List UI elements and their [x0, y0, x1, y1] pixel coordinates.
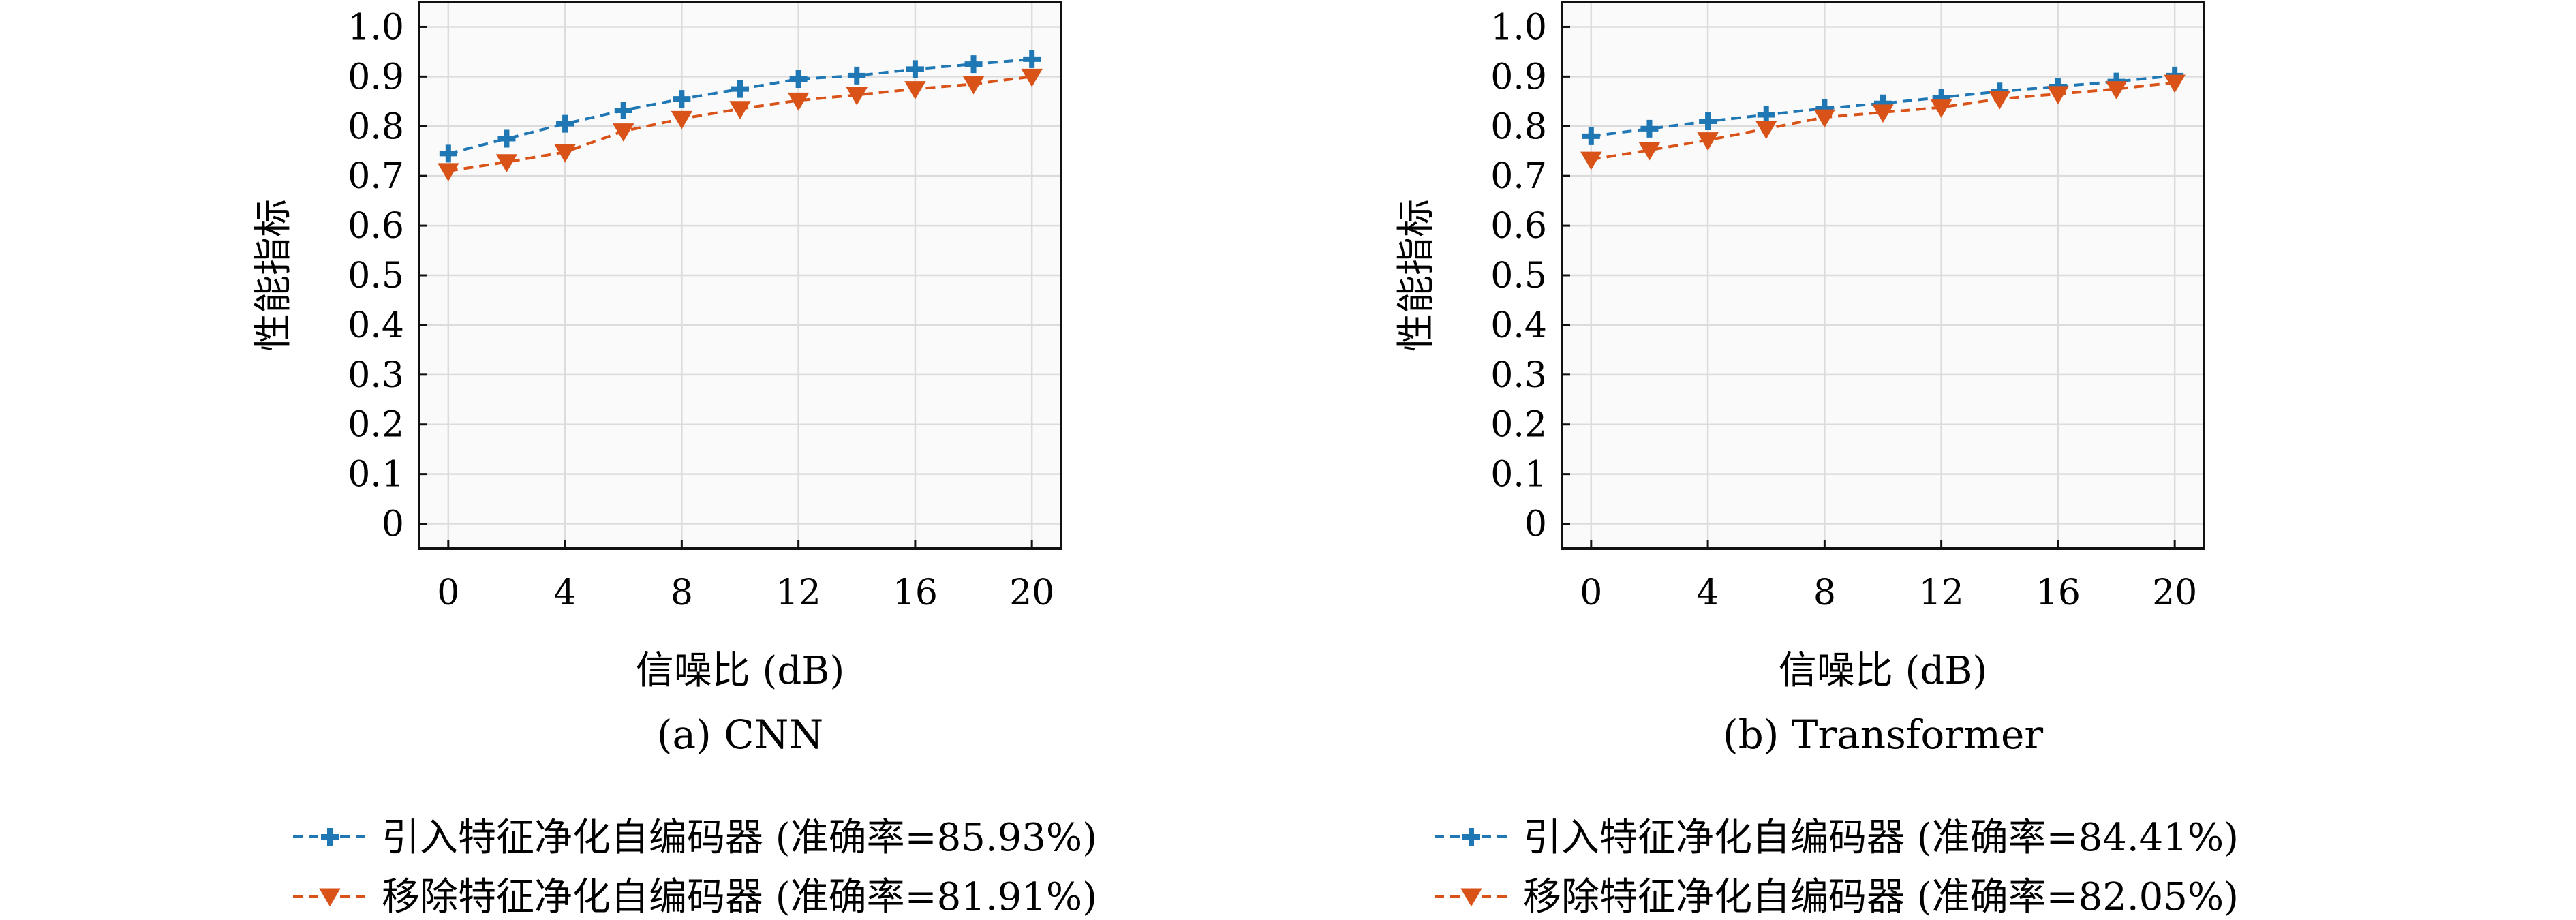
x-tick-label: 0 [437, 572, 459, 613]
data-point [495, 154, 518, 173]
y-tick-label: 0.9 [1490, 57, 1547, 97]
data-point [1813, 109, 1836, 128]
data-point [787, 92, 810, 111]
subfigure-caption: (a) CNN [657, 711, 823, 758]
x-tick-label: 0 [1580, 572, 1602, 613]
data-point [1638, 142, 1661, 161]
legend-label: 移除特征净化自编码器 (准确率=82.05%) [1523, 875, 2239, 919]
x-axis-label: 信噪比 (dB) [636, 649, 845, 693]
data-point [671, 110, 693, 129]
x-tick-label: 20 [2152, 572, 2197, 613]
legend-label: 引入特征净化自编码器 (准确率=84.41%) [1523, 816, 2239, 860]
chart-panel-1: 0 0.1 0.2 0.3 0.4 0.5 0.6 0.7 0.8 0.9 1.0 0 4 8 12 16 20… [251, 1, 1097, 919]
data-point [2047, 86, 2069, 105]
x-tick-label: 16 [893, 572, 938, 613]
series-2 [438, 68, 1043, 182]
x-tick-label: 4 [1697, 572, 1719, 613]
x-tick-label: 4 [554, 572, 577, 613]
legend-marker [1460, 888, 1482, 907]
chart-panel-2: 0 0.1 0.2 0.3 0.4 0.5 0.6 0.7 0.8 0.9 1.0 0 4 8 12 16 20… [1394, 1, 2239, 919]
data-point [438, 163, 459, 182]
data-point [1755, 121, 1777, 140]
y-tick-label: 0.8 [348, 106, 404, 147]
y-tick-label: 0.1 [348, 455, 404, 495]
data-point [962, 76, 985, 95]
data-point [1930, 99, 1952, 118]
y-tick-label: 0.7 [348, 156, 404, 197]
legend-entry-2: 移除特征净化自编码器 (准确率=81.91%) [293, 875, 1097, 919]
series-line [1591, 74, 2175, 138]
y-axis-label: 性能指标 [1394, 199, 1439, 352]
y-tick-label: 0.1 [1490, 455, 1547, 495]
y-tick-label: 0.7 [1490, 156, 1547, 197]
legend-label: 移除特征净化自编码器 (准确率=81.91%) [382, 875, 1097, 919]
y-tick-label: 0.2 [1490, 405, 1547, 446]
y-tick-label: 0.9 [348, 57, 404, 97]
data-point [554, 144, 576, 163]
y-tick-label: 1.0 [348, 7, 404, 48]
data-point [729, 101, 751, 120]
y-tick-label: 0.4 [1490, 305, 1547, 346]
subfigure-caption: (b) Transformer [1723, 711, 2043, 758]
x-tick-label: 16 [2036, 572, 2081, 613]
y-tick-label: 0.5 [1490, 256, 1547, 296]
legend-marker [319, 888, 341, 907]
y-tick-label: 0.6 [1490, 206, 1547, 247]
data-point [846, 87, 868, 106]
data-point [904, 81, 926, 99]
legend-entry-1: 引入特征净化自编码器 (准确率=84.41%) [1435, 816, 2239, 860]
y-tick-label: 0.3 [348, 355, 404, 396]
data-point [1021, 68, 1043, 87]
y-tick-label: 1.0 [1490, 7, 1547, 48]
series-2 [1580, 74, 2186, 170]
legend-entry-2: 移除特征净化自编码器 (准确率=82.05%) [1435, 875, 2239, 919]
legend-entry-1: 引入特征净化自编码器 (准确率=85.93%) [293, 816, 1097, 860]
series-1 [439, 50, 1041, 163]
y-tick-label: 0.5 [348, 256, 404, 296]
data-point [1989, 91, 2011, 110]
y-tick-label: 0.6 [348, 206, 404, 247]
data-point [612, 123, 634, 142]
data-point [1872, 104, 1894, 123]
y-tick-label: 0 [382, 504, 404, 545]
y-tick-label: 0.4 [348, 305, 404, 346]
x-tick-label: 12 [1919, 572, 1964, 613]
series-line [1591, 81, 2175, 162]
x-tick-label: 8 [1813, 572, 1836, 613]
x-tick-label: 20 [1009, 572, 1054, 613]
data-point [2164, 74, 2186, 93]
data-point [1580, 151, 1602, 170]
x-tick-label: 12 [776, 572, 821, 613]
x-axis-label: 信噪比 (dB) [1779, 649, 1988, 693]
legend-label: 引入特征净化自编码器 (准确率=85.93%) [382, 816, 1097, 860]
charts-layer: 0 0.1 0.2 0.3 0.4 0.5 0.6 0.7 0.8 0.9 1.0 0 4 8 12 16 20… [251, 1, 2239, 919]
y-axis-label: 性能指标 [251, 199, 296, 352]
data-point [2105, 81, 2128, 99]
y-tick-label: 0.3 [1490, 355, 1547, 396]
x-tick-label: 8 [671, 572, 693, 613]
y-tick-label: 0 [1524, 504, 1547, 545]
data-point [1697, 132, 1719, 151]
y-tick-label: 0.2 [348, 405, 404, 446]
y-tick-label: 0.8 [1490, 106, 1547, 147]
